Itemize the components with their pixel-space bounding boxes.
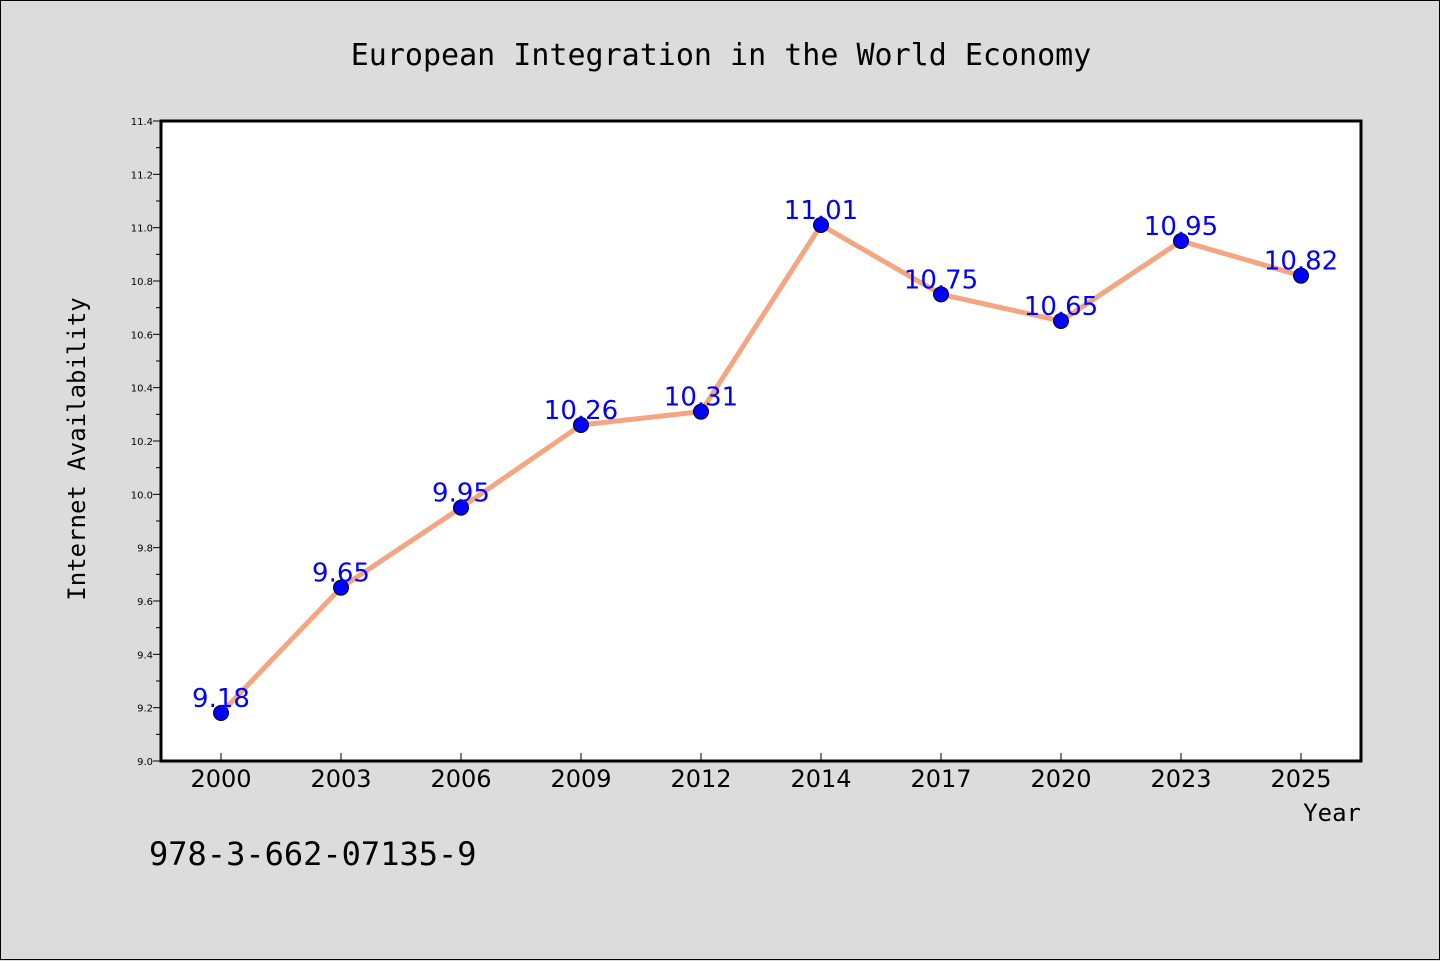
y-tick-label: 10.4: [131, 384, 153, 395]
y-tick-label: 11.2: [131, 170, 153, 181]
y-tick-label: 10.2: [131, 437, 153, 448]
y-tick-label: 9.4: [137, 650, 153, 661]
y-tick-label: 10.8: [131, 277, 153, 288]
y-axis: 9.0 9.2 9.4 9.6 9.8 10.0 10.2 10.4 10.6 10.8 11.0 1…: [131, 117, 161, 768]
data-label: 10.75: [904, 265, 978, 295]
x-tick-label: 2012: [670, 765, 731, 793]
data-point: [573, 417, 589, 433]
x-tick-label: 2003: [310, 765, 371, 793]
data-label: 9.65: [312, 559, 370, 589]
chart-title: European Integration in the World Econom…: [351, 38, 1092, 73]
data-point: [213, 705, 229, 721]
x-tick-label: 2000: [190, 765, 251, 793]
x-tick-label: 2020: [1030, 765, 1091, 793]
x-tick-label: 2017: [910, 765, 971, 793]
y-tick-label: 9.6: [137, 597, 153, 608]
data-point: [1293, 267, 1309, 284]
x-tick-label: 2006: [430, 765, 491, 793]
data-point: [1053, 313, 1069, 329]
data-label: 10.65: [1024, 292, 1098, 322]
data-label: 9.18: [192, 684, 250, 714]
y-tick-label: 9.2: [137, 704, 153, 715]
y-tick-label: 9.8: [137, 544, 153, 555]
data-label: 11.01: [784, 196, 858, 226]
x-tick-label: 2014: [790, 765, 851, 793]
data-label: 10.95: [1144, 212, 1218, 242]
y-tick-label: 10.0: [131, 490, 153, 501]
y-axis-label: Internet Availability: [63, 297, 91, 600]
x-tick-label: 2009: [550, 765, 611, 793]
x-tick-label: 2025: [1270, 765, 1331, 793]
y-tick-label: 11.0: [131, 224, 153, 235]
y-tick-label: 10.6: [131, 330, 153, 341]
data-point: [813, 217, 829, 233]
plot-area: [161, 121, 1361, 761]
plot-border: [159, 119, 1363, 763]
x-axis: 2000 2003 2006 2009 2012 2014 2017 2020 2023 2025: [190, 753, 1332, 793]
data-label: 9.95: [432, 479, 490, 509]
data-point: [933, 286, 949, 303]
data-point: [333, 579, 349, 596]
data-label: 10.82: [1264, 247, 1338, 277]
series-layer: 9.18 9.65 9.95 10.26 10.31 11.01 10.75 10.65 10.…: [192, 196, 1338, 721]
y-tick-label: 9.0: [137, 757, 153, 768]
data-label: 10.31: [664, 383, 738, 413]
x-axis-label: Year: [1303, 799, 1361, 827]
footer-isbn: 978-3-662-07135-9: [149, 835, 477, 873]
data-label: 10.26: [544, 396, 618, 426]
data-point: [453, 499, 469, 516]
data-point: [1173, 233, 1189, 249]
data-point: [693, 403, 709, 420]
x-tick-label: 2023: [1150, 765, 1211, 793]
series-line: [219, 222, 1302, 715]
y-tick-label: 11.4: [131, 117, 153, 128]
